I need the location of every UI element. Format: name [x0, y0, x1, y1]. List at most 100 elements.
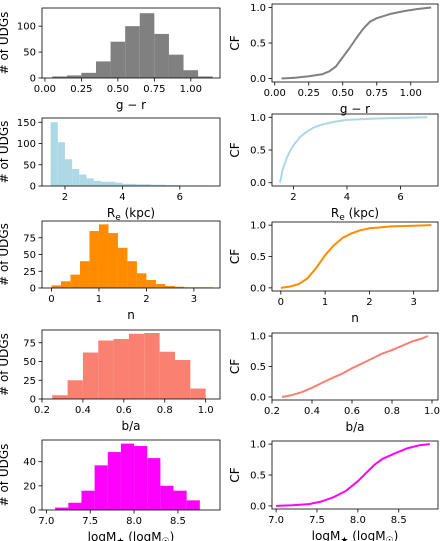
- x-tick-label: 2: [62, 192, 68, 203]
- y-tick-label: 100: [17, 22, 36, 33]
- y-tick-label: 50: [23, 48, 36, 59]
- histogram-bar: [139, 13, 155, 78]
- x-tick-label: 0.75: [143, 84, 165, 95]
- x-tick-label: 2: [366, 297, 372, 308]
- x-tick-label: 0.4: [75, 405, 91, 416]
- histogram-bar: [168, 54, 184, 78]
- x-axis-label-part: (kpc): [345, 206, 379, 220]
- x-tick-label: 0.00: [264, 88, 286, 99]
- x-axis-label-part: b/a: [345, 420, 364, 434]
- histogram-bar: [107, 452, 121, 510]
- histogram-bar: [122, 183, 137, 186]
- histogram-bar: [183, 70, 199, 78]
- histogram-bar: [136, 184, 152, 186]
- x-axis-label-part: R: [107, 206, 115, 220]
- y-axis-label: # of UDGs: [0, 12, 11, 75]
- x-axis-label-part: logM: [88, 530, 117, 541]
- y-axis-label: CF: [228, 35, 242, 50]
- y-tick-label: 1.0: [250, 440, 266, 451]
- histogram-bar: [160, 485, 174, 510]
- y-tick-label: 1.0: [250, 332, 266, 343]
- x-tick-label: 1: [322, 297, 328, 308]
- x-tick-label: 0.50: [332, 88, 354, 99]
- histogram-bar: [81, 490, 95, 510]
- axes-frame: [41, 7, 221, 79]
- x-tick-label: 1.00: [180, 84, 202, 95]
- x-tick-label: 4: [344, 192, 350, 203]
- histogram-bar: [117, 247, 128, 288]
- y-tick-label: 0.5: [250, 146, 266, 157]
- y-tick-label: 150: [17, 118, 36, 129]
- histogram-bar: [98, 340, 114, 399]
- histogram-bar: [94, 465, 108, 510]
- histogram-bar: [186, 500, 200, 510]
- y-tick-label: 0.5: [250, 471, 266, 482]
- x-axis-label-part: e: [339, 213, 345, 223]
- axes-frame: [271, 440, 439, 510]
- x-tick-label: 6: [177, 192, 183, 203]
- y-tick-label: 0: [30, 395, 36, 406]
- x-axis-label: g − r: [116, 98, 146, 112]
- panel-mass-hist: 7.0 7.5 8.0 8.5 0 20 40 logM★ (logM☉) # of UDGs: [0, 439, 221, 541]
- y-tick-label: 0.5: [250, 39, 266, 50]
- cf-line: [276, 443, 430, 507]
- y-tick-label: 75: [23, 233, 36, 244]
- x-tick-label: 7.5: [82, 516, 98, 527]
- x-tick-label: 3: [191, 294, 197, 305]
- panel-n-cf: 0 1 2 3 0.0 0.5 1.0 n CF: [228, 221, 439, 325]
- cf-line: [281, 6, 432, 80]
- histogram-bar: [60, 281, 71, 288]
- histogram-bar: [125, 26, 140, 78]
- x-axis-label: Re (kpc): [331, 206, 379, 223]
- x-axis-label-part: (kpc): [121, 206, 155, 220]
- panel-gr-cf: 0.00 0.25 0.50 0.75 1.00 0.0 0.5 1.0 g − r CF: [228, 3, 439, 116]
- y-tick-label: 0.5: [250, 252, 266, 263]
- histogram-bar: [134, 446, 148, 510]
- y-axis-label: CF: [228, 142, 242, 157]
- axes-frame: [41, 117, 221, 187]
- x-tick-label: 1.0: [198, 405, 214, 416]
- histogram-bar: [57, 142, 65, 186]
- y-axis-label: CF: [228, 467, 242, 482]
- x-tick-label: 7.0: [38, 516, 54, 527]
- x-axis-label-part: g − r: [116, 98, 146, 112]
- x-axis-label-part: ★: [340, 536, 348, 541]
- y-tick-label: 0.0: [250, 178, 266, 189]
- x-tick-label: 0.50: [107, 84, 129, 95]
- histogram-bar: [110, 41, 126, 78]
- histogram-bar: [81, 72, 96, 78]
- y-tick-label: 50: [23, 357, 36, 368]
- x-tick-label: 0.8: [157, 405, 173, 416]
- x-axis-label-part: ): [394, 529, 399, 541]
- y-tick-label: 0: [30, 74, 36, 85]
- panel-re-cf: 2 4 6 0.0 0.5 1.0 Re (kpc) CF: [228, 113, 439, 223]
- histogram-bar: [151, 184, 166, 186]
- y-tick-label: 100: [17, 139, 36, 150]
- y-axis-label: CF: [228, 359, 242, 374]
- axes-frame: [41, 439, 221, 511]
- histogram-bar: [147, 458, 161, 510]
- histogram-bar: [165, 185, 180, 186]
- histogram-bar: [93, 180, 101, 186]
- histogram-bar: [95, 61, 111, 78]
- x-tick-label: 4: [119, 192, 125, 203]
- histogram-bar: [127, 261, 137, 288]
- y-tick-label: 1.0: [250, 113, 266, 124]
- x-axis-label-part: n: [127, 308, 135, 322]
- x-axis-label: logM★ (logM☉): [88, 530, 175, 541]
- x-axis-label: b/a: [121, 419, 140, 433]
- histogram-bar: [113, 339, 129, 399]
- x-axis-label-part: (logM: [348, 529, 385, 541]
- histogram-bar: [52, 76, 67, 78]
- histogram-bar: [98, 224, 109, 288]
- histogram-bar: [190, 388, 206, 399]
- cf-line: [279, 116, 428, 183]
- axes-frame: [271, 3, 439, 83]
- axes-frame: [271, 113, 439, 187]
- histogram-bar: [159, 351, 175, 399]
- y-tick-label: 0: [30, 284, 36, 295]
- panel-mass-cf: 7.0 7.5 8.0 8.5 0.0 0.5 1.0 logM★ (logM☉) CF: [228, 440, 439, 541]
- y-axis-label: # of UDGs: [0, 444, 11, 507]
- y-tick-label: 1.0: [250, 3, 266, 14]
- histogram-bar: [115, 182, 123, 186]
